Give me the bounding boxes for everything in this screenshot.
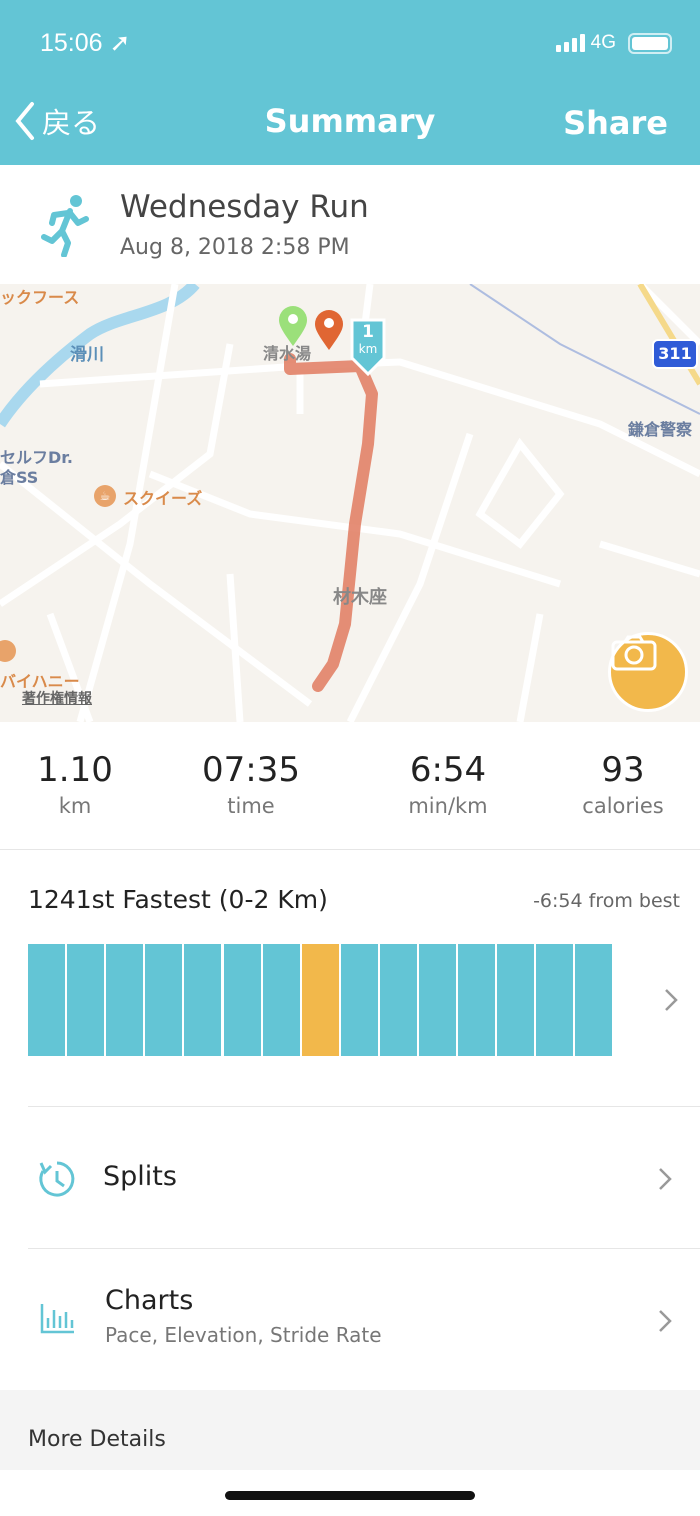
- stat-pace: 6:54 min/km: [368, 750, 528, 818]
- more-details-label: More Details: [28, 1427, 166, 1452]
- network-label: 4G: [590, 32, 616, 53]
- camera-icon: [611, 635, 657, 671]
- map-roads: [0, 284, 700, 722]
- battery-icon: [628, 32, 672, 54]
- activity-header: Wednesday Run Aug 8, 2018 2:58 PM: [0, 165, 700, 284]
- camera-button[interactable]: [608, 632, 688, 712]
- back-button[interactable]: 戻る: [14, 100, 100, 142]
- map-label: 材木座: [333, 587, 387, 608]
- stat-calories: 93 calories: [543, 750, 700, 818]
- location-arrow-icon: ➚: [109, 29, 131, 57]
- rank-bar: [536, 944, 574, 1056]
- rank-bar: [67, 944, 105, 1056]
- stopwatch-icon: [39, 1161, 75, 1197]
- stat-value: 1.10: [37, 750, 113, 790]
- map-label: バイハニー: [0, 672, 80, 691]
- back-label: 戻る: [42, 106, 101, 140]
- stat-value: 07:35: [202, 750, 300, 790]
- divider: [28, 1248, 700, 1249]
- km-number: 1: [362, 322, 374, 342]
- stat-value: 6:54: [409, 750, 487, 790]
- rank-bar-current: [301, 944, 339, 1056]
- km-marker: 1 km: [348, 318, 388, 378]
- home-indicator[interactable]: [225, 1491, 475, 1500]
- copyright-link[interactable]: 著作権情報: [22, 691, 92, 707]
- time-text: 15:06: [40, 29, 103, 57]
- map-label: 清水湯: [263, 344, 312, 363]
- from-best: -6:54 from best: [533, 890, 680, 912]
- status-indicators: 4G: [555, 32, 672, 54]
- rank-bar: [497, 944, 535, 1056]
- rank-bar: [419, 944, 456, 1056]
- rank-bar: [575, 944, 613, 1056]
- charts-row[interactable]: Charts Pace, Elevation, Stride Rate: [0, 1249, 700, 1390]
- map-label: ックフース: [0, 288, 80, 307]
- activity-name: Wednesday Run: [120, 189, 369, 225]
- rank-bar: [28, 944, 65, 1056]
- route-map[interactable]: ックフース 滑川 清水湯 セルフDr. 倉SS ☕ スクイーズ 材木座 鎌倉警察…: [0, 284, 700, 722]
- rank-bar: [458, 944, 496, 1056]
- stat-unit: km: [58, 794, 92, 818]
- rank-bar: [262, 944, 300, 1056]
- restaurant-icon: [0, 640, 16, 662]
- end-pin-icon: [315, 310, 343, 350]
- stat-distance: 1.10 km: [0, 750, 155, 818]
- chevron-right-icon: [659, 1168, 672, 1190]
- rank-bar: [223, 944, 261, 1056]
- rank-bar: [145, 944, 183, 1056]
- nav-header: 15:06 ➚ 4G 戻る Summary Share: [0, 0, 700, 165]
- chevron-right-icon: [665, 989, 678, 1011]
- km-unit: km: [358, 342, 378, 356]
- more-details-section: More Details: [0, 1390, 700, 1470]
- ranking-title: 1241st Fastest (0-2 Km): [28, 885, 328, 914]
- stat-unit: time: [227, 794, 275, 818]
- status-time: 15:06 ➚: [40, 28, 130, 58]
- map-label: 滑川: [70, 345, 104, 365]
- rank-bar: [184, 944, 222, 1056]
- splits-row[interactable]: Splits: [0, 1107, 700, 1248]
- splits-label: Splits: [103, 1161, 177, 1192]
- map-label: 鎌倉警察: [628, 420, 693, 439]
- chevron-left-icon: [15, 102, 34, 140]
- rank-bar: [379, 944, 417, 1056]
- stat-unit: calories: [582, 794, 664, 818]
- stat-value: 93: [601, 750, 645, 790]
- share-button[interactable]: Share: [563, 104, 668, 142]
- cafe-icon: ☕: [94, 485, 116, 507]
- start-pin-icon: [279, 306, 307, 346]
- rank-bar: [106, 944, 144, 1056]
- runner-icon: [41, 195, 89, 257]
- chevron-right-icon: [659, 1310, 672, 1332]
- route-shield: 311: [652, 339, 698, 369]
- charts-sublabel: Pace, Elevation, Stride Rate: [105, 1323, 382, 1347]
- bar-chart-icon: [40, 1304, 74, 1334]
- page-title: Summary: [264, 102, 436, 140]
- signal-icon: [555, 34, 585, 52]
- stat-unit: min/km: [408, 794, 488, 818]
- divider: [28, 1106, 700, 1107]
- map-label: スクイーズ: [123, 489, 203, 508]
- stats-row: 1.10 km 07:35 time 6:54 min/km 93 calories: [0, 722, 700, 850]
- map-label: セルフDr.: [0, 448, 73, 467]
- activity-date: Aug 8, 2018 2:58 PM: [120, 235, 350, 260]
- stat-time: 07:35 time: [171, 750, 331, 818]
- map-label: 倉SS: [0, 468, 39, 487]
- charts-label: Charts: [105, 1285, 194, 1316]
- rank-bar: [340, 944, 378, 1056]
